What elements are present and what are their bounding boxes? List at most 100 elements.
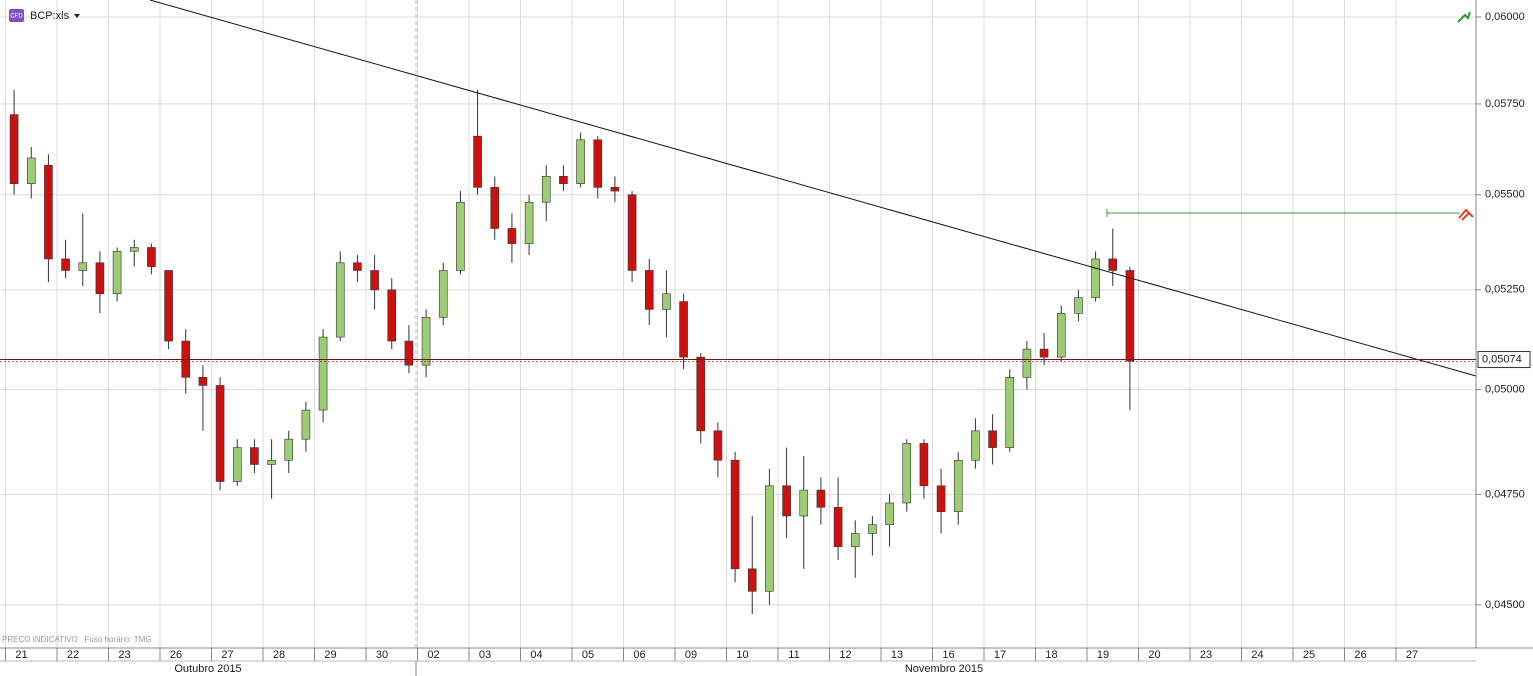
candle-body	[26, 157, 36, 184]
candle-body	[1005, 377, 1015, 448]
grid	[0, 0, 1476, 648]
candle-body	[644, 270, 654, 310]
candle-body	[1108, 258, 1118, 271]
x-tick-label: 29	[324, 649, 336, 661]
x-tick-label: 18	[1045, 649, 1057, 661]
candle-body	[696, 356, 706, 432]
candle-body	[936, 485, 946, 512]
candle-body	[662, 293, 671, 310]
candle-body	[370, 270, 379, 291]
y-tick-label: 0,05250	[1485, 284, 1525, 296]
candle-body	[747, 568, 757, 592]
candle-body	[1125, 270, 1135, 362]
candle-body	[713, 430, 723, 461]
y-tick-label: 0,05500	[1485, 189, 1525, 201]
candle-body	[61, 258, 70, 271]
symbol[interactable]: BCP:xls	[30, 10, 70, 22]
x-tick-label: 04	[530, 649, 542, 661]
badge-box	[9, 9, 24, 22]
y-tick-label: 0,04750	[1485, 488, 1525, 500]
x-tick-label: 20	[1148, 649, 1160, 661]
candle-body	[730, 459, 740, 570]
candle-body	[1074, 297, 1083, 314]
candle-body	[971, 430, 980, 461]
y-tick-label: 0,05000	[1485, 383, 1525, 395]
x-tick-label: 23	[1200, 649, 1212, 661]
x-tick-label: 17	[994, 649, 1006, 661]
badge: CFD	[10, 14, 23, 20]
candle-body	[112, 250, 122, 295]
x-tick-label: 22	[67, 649, 79, 661]
x-tick-label: 28	[273, 649, 285, 661]
month-label: Outubro 2015	[174, 663, 241, 675]
y-tick-label: 0,06000	[1485, 11, 1525, 23]
candle-body	[215, 385, 225, 482]
x-tick-label: 27	[221, 649, 233, 661]
candle-body	[868, 524, 877, 534]
candle-body	[953, 459, 963, 512]
candle-body	[988, 430, 997, 448]
candle-body	[267, 459, 276, 465]
x-tick-label: 23	[118, 649, 130, 661]
candle-body	[627, 194, 637, 271]
symbol-dropdown[interactable]	[74, 14, 80, 18]
candle-body	[198, 377, 208, 386]
candle-body	[147, 247, 156, 267]
candle-body	[164, 270, 173, 342]
x-tick-label: 16	[942, 649, 954, 661]
candle-body	[524, 201, 534, 244]
candle-body	[850, 533, 860, 547]
x-tick-label: 21	[15, 649, 27, 661]
candle-body	[129, 247, 139, 252]
candle-body	[421, 316, 431, 366]
last-price-label: 0,05074	[1482, 353, 1522, 365]
candle-body	[387, 289, 397, 342]
candle-body	[576, 139, 585, 184]
x-tick-label: 10	[736, 649, 748, 661]
candle-body	[404, 340, 414, 366]
candle-body	[833, 507, 843, 547]
candle-body	[1022, 348, 1032, 378]
alert-icon[interactable]	[1458, 208, 1474, 221]
candle-body	[679, 301, 688, 358]
candle-body	[473, 135, 482, 188]
candle-body	[490, 187, 500, 229]
x-tick-label: 26	[170, 649, 182, 661]
candle-body	[541, 175, 551, 203]
candle-body	[78, 262, 88, 271]
candle-body	[507, 228, 517, 244]
candles	[9, 89, 1135, 614]
candle-body	[919, 443, 929, 487]
y-tick-label: 0,05750	[1485, 98, 1525, 110]
x-tick-label: 19	[1097, 649, 1109, 661]
x-tick-label: 03	[479, 649, 491, 661]
candle-body	[232, 447, 242, 482]
candle-body	[335, 262, 345, 338]
candle-body	[593, 139, 603, 188]
x-tick-label: 11	[788, 649, 799, 661]
candle-body	[284, 438, 294, 461]
candle-body	[318, 336, 328, 411]
month-label: Novembro 2015	[905, 663, 983, 675]
last-price-box	[1477, 351, 1531, 369]
candle-body	[250, 447, 259, 465]
x-tick-label: 26	[1354, 649, 1366, 661]
x-tick-label: 25	[1303, 649, 1315, 661]
candle-body	[816, 489, 826, 508]
trend-icon[interactable]	[1457, 11, 1471, 23]
axes: 0,04500 0,04750 0,05000 0,05250 0,05500 0,057…	[5, 11, 1525, 661]
candle-body	[456, 201, 465, 271]
footnote: PREÇO INDICATIVO Fuso horário: TMG	[2, 635, 152, 644]
x-tick-label: 02	[427, 649, 439, 661]
x-tick-label: 24	[1251, 649, 1263, 661]
candle-body	[353, 262, 362, 271]
candle-body	[1056, 313, 1066, 358]
candle-body	[44, 164, 53, 260]
x-tick-label: 27	[1406, 649, 1418, 661]
candle-body	[610, 187, 620, 192]
trend-line[interactable]	[149, 0, 1477, 377]
candle-body	[782, 485, 791, 517]
candle-body	[438, 270, 448, 318]
candle-body	[765, 485, 774, 592]
